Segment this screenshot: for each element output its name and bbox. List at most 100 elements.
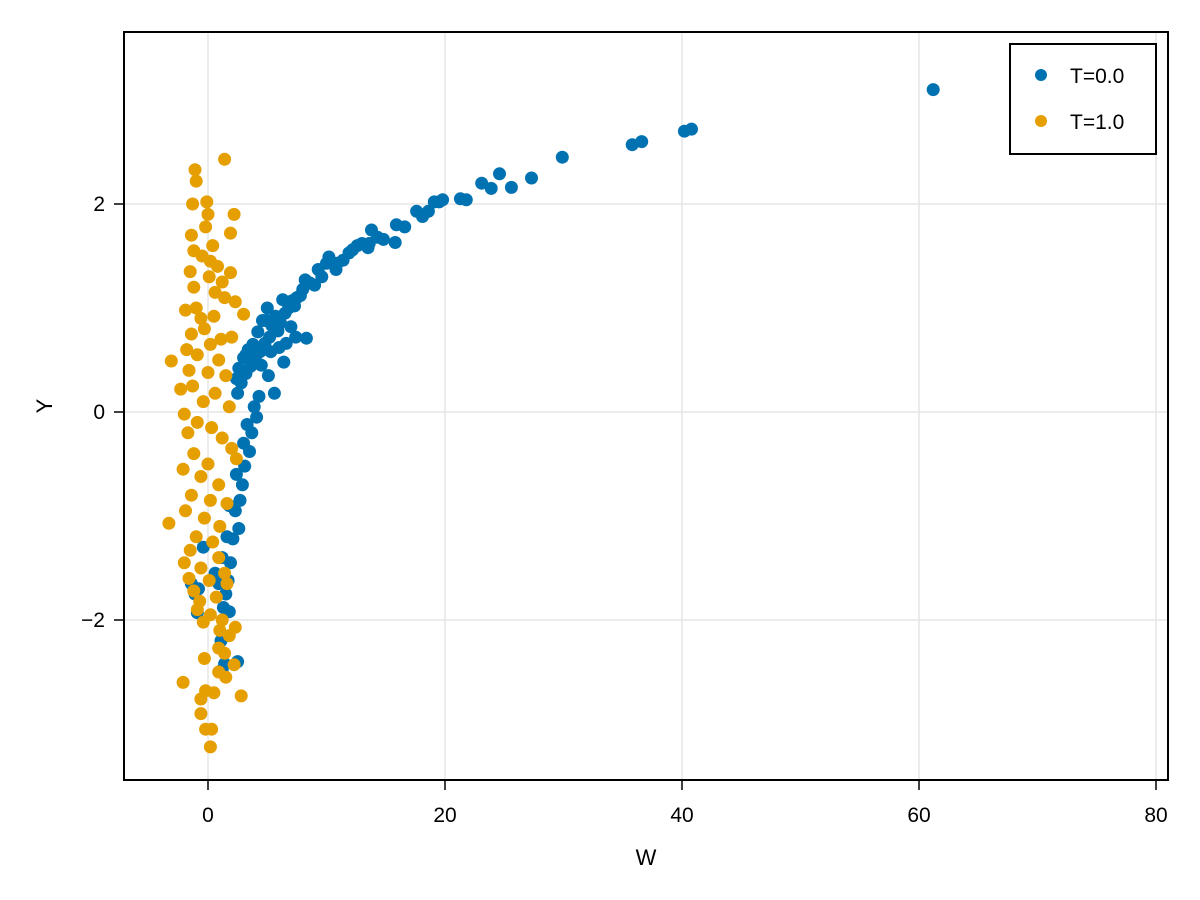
data-point [225,441,239,455]
data-point [181,426,195,440]
data-point [197,511,211,525]
data-point [237,307,251,321]
data-point [205,421,219,435]
data-point [186,379,200,393]
data-point [227,658,241,672]
y-axis-label: Y [32,398,57,413]
data-point [218,566,232,580]
data-point [254,358,268,372]
data-point [229,467,243,481]
data-point [234,689,248,703]
data-point [203,740,217,754]
data-point [196,615,210,629]
data-point [222,629,236,643]
data-point [194,311,208,325]
legend-marker-t0 [1035,69,1047,81]
data-point [184,327,198,341]
data-point [453,192,467,206]
data-point [197,322,211,336]
data-point [232,522,246,535]
legend-box [1009,43,1157,155]
data-point [410,204,424,218]
data-point [189,301,203,315]
x-tick-label: 80 [1144,804,1167,827]
data-point [187,280,201,294]
data-point [214,332,228,346]
data-point [219,670,233,684]
data-point [227,207,241,221]
data-point [194,707,208,721]
data-point [239,348,253,362]
data-point [218,152,232,166]
data-point [276,293,290,307]
data-point [504,180,518,194]
data-point [194,470,208,483]
data-point [365,223,378,237]
data-point [202,574,216,587]
y-tick-label: 0 [93,401,105,424]
data-point [277,355,291,369]
data-point [252,389,266,403]
data-point [220,530,234,544]
data-point [215,431,229,445]
data-point [219,369,233,383]
data-point [201,207,215,221]
data-point [389,218,403,232]
data-point [189,174,203,188]
data-point [211,259,224,273]
data-point [311,263,325,276]
data-point [279,336,293,350]
data-point [184,228,198,242]
data-point [212,353,226,367]
data-point [224,266,237,280]
data-point [197,652,211,665]
data-point [176,675,190,689]
data-point [190,415,204,429]
data-point [174,382,188,396]
x-tick-label: 0 [202,804,214,827]
legend-label-t0: T=0.0 [1070,65,1124,88]
gridlines [124,32,1168,780]
data-point [388,236,402,249]
data-point [220,577,234,591]
data-point [162,516,176,530]
data-point [299,331,313,345]
data-point [179,303,192,317]
data-point [259,314,273,327]
y-tick-label: 2 [93,193,105,216]
data-point [206,535,220,549]
data-point [194,692,208,706]
data-point [267,386,281,400]
data-point [225,330,239,344]
data-point [247,400,261,414]
legend: T=0.0 T=1.0 [1009,43,1157,155]
data-point [229,452,243,466]
data-point [240,418,254,431]
data-point [201,366,215,379]
data-point [237,436,251,450]
data-point [196,395,210,409]
data-point [289,330,303,344]
data-point [218,646,232,660]
data-point [251,325,265,339]
data-point [215,275,229,289]
data-point [427,195,441,209]
data-point [206,239,220,253]
data-point [199,220,213,234]
data-point [555,150,569,164]
x-tick-label: 60 [907,804,930,827]
y-axis-ticks: −2 0 2 [81,193,124,632]
plot-frame [123,31,1169,781]
data-point [207,686,221,700]
data-point [207,309,221,323]
data-point [190,603,204,617]
data-point [212,551,226,565]
data-point [176,462,190,476]
series-t-1-0 [162,152,251,754]
data-point [926,83,940,97]
data-point [190,348,204,362]
data-point [188,163,202,177]
data-point [212,478,226,492]
data-point [260,301,274,315]
